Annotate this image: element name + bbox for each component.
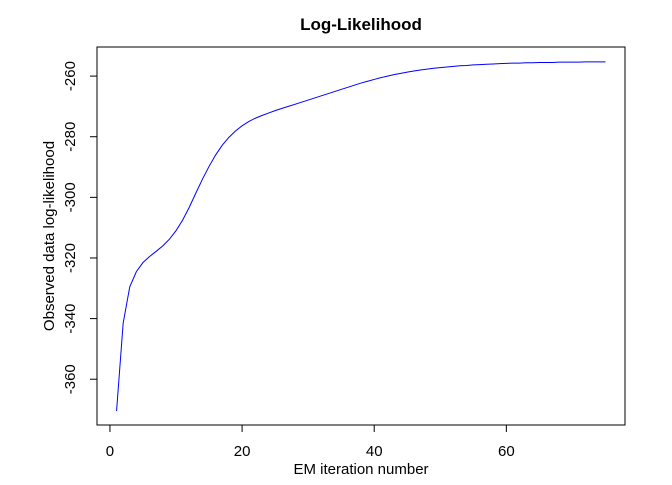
y-axis-label: Observed data log-likelihood (41, 141, 58, 331)
x-axis-label: EM iteration number (293, 461, 428, 478)
y-tick-label: -340 (62, 304, 79, 334)
x-tick-label: 60 (498, 443, 515, 460)
line-series (116, 61, 606, 412)
chart-title: Log-Likelihood (300, 15, 422, 34)
y-tick-label: -320 (62, 243, 79, 273)
y-tick-label: -360 (62, 364, 79, 394)
x-tick-label: 40 (366, 443, 383, 460)
x-tick-label: 0 (106, 443, 114, 460)
y-tick-label: -300 (62, 182, 79, 212)
y-tick-label: -280 (62, 122, 79, 152)
x-tick-label: 20 (234, 443, 251, 460)
plot-box (96, 46, 626, 426)
y-tick-label: -260 (62, 61, 79, 91)
